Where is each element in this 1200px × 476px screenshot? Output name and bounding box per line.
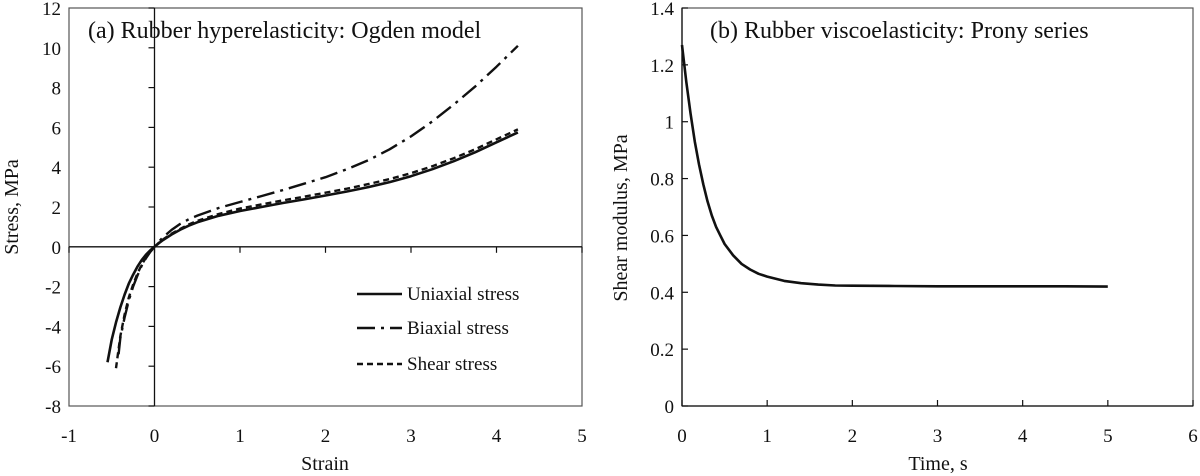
- y-tick-label: 12: [42, 0, 61, 20]
- y-tick-label: -6: [45, 357, 61, 378]
- y-tick-label: 6: [52, 118, 62, 139]
- y-tick-label: -2: [45, 278, 61, 299]
- x-tick-label: 1: [235, 426, 245, 447]
- chart-b-frame: [681, 7, 1194, 407]
- series-line-biaxial-stress: [117, 44, 519, 355]
- chart-b-x-axis-title: Time, s: [908, 453, 968, 475]
- x-tick-label: 0: [150, 426, 160, 447]
- chart-b-prony-series: 0 1 2 3 4 5 6 0 0.2 0.4 0.6 0.8 1 1.2 1.4 (b) Rubber v…: [610, 0, 1198, 475]
- y-tick-label: 0.4: [650, 283, 674, 304]
- y-tick-label: 1.2: [650, 56, 674, 77]
- series-line-uniaxial-stress: [106, 131, 519, 363]
- y-tick-label: -8: [45, 397, 61, 418]
- chart-a-series: [106, 44, 519, 369]
- series-line-shear-modulus: [680, 44, 1108, 288]
- x-tick-label: 5: [577, 426, 587, 447]
- y-tick-label: 0: [52, 238, 62, 259]
- chart-a-x-axis-title: Strain: [301, 453, 349, 475]
- x-tick-label: 5: [1103, 426, 1113, 447]
- chart-b-series: [680, 44, 1108, 288]
- y-tick-label: 10: [42, 39, 61, 60]
- y-tick-label: 1.4: [650, 0, 674, 20]
- chart-a-title: (a) Rubber hyperelasticity: Ogden model: [88, 18, 482, 44]
- y-tick-label: 0.2: [650, 340, 674, 361]
- y-tick-label: -4: [45, 317, 61, 338]
- chart-a-frame: [68, 7, 583, 407]
- chart-b-tick-labels: 0 1 2 3 4 5 6 0 0.2 0.4 0.6 0.8 1 1.2 1.4: [650, 0, 1198, 447]
- y-tick-label: 8: [52, 79, 62, 100]
- x-tick-label: 2: [321, 426, 331, 447]
- y-tick-label: 0.8: [650, 170, 674, 191]
- y-tick-label: 0: [665, 397, 675, 418]
- y-tick-label: 2: [52, 198, 62, 219]
- x-tick-label: 0: [677, 426, 687, 447]
- y-tick-label: 0.6: [650, 226, 674, 247]
- x-tick-label: 4: [492, 426, 502, 447]
- x-tick-label: 6: [1188, 426, 1198, 447]
- chart-a-legend: Uniaxial stress Biaxial stress Shear stres…: [357, 284, 519, 375]
- chart-a-y-axis-title: Stress, MPa: [1, 159, 23, 255]
- y-tick-label: 4: [52, 158, 62, 179]
- x-tick-label: 4: [1018, 426, 1028, 447]
- legend-label: Uniaxial stress: [407, 284, 519, 305]
- y-tick-label: 1: [665, 113, 675, 134]
- chart-b-title: (b) Rubber viscoelasticity: Prony series: [710, 18, 1089, 44]
- x-tick-label: -1: [61, 426, 77, 447]
- chart-b-y-axis-title: Shear modulus, MPa: [610, 134, 632, 301]
- legend-label: Shear stress: [407, 354, 497, 375]
- x-tick-label: 1: [762, 426, 772, 447]
- x-tick-label: 3: [933, 426, 943, 447]
- legend-label: Biaxial stress: [407, 318, 509, 339]
- x-tick-label: 3: [406, 426, 416, 447]
- chart-b-axes: [681, 7, 1194, 407]
- x-tick-label: 2: [848, 426, 858, 447]
- chart-a-axes: [68, 7, 583, 407]
